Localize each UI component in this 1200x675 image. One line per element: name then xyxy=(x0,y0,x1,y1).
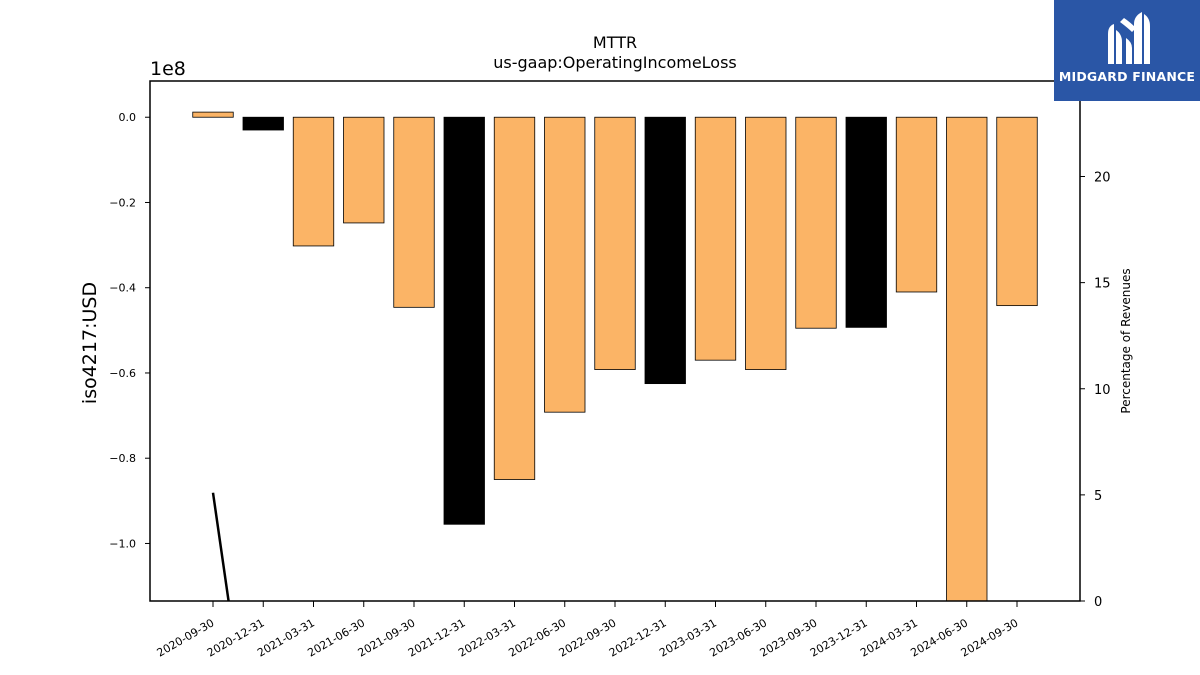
y-tick-label: −0.4 xyxy=(109,282,136,295)
bars-layer xyxy=(192,111,1038,601)
y-tick-label: −0.6 xyxy=(109,367,136,380)
bar-2021-09-30 xyxy=(393,116,435,308)
bar-2021-12-31 xyxy=(443,116,485,525)
y2-tick-label: 5 xyxy=(1094,489,1102,504)
y-tick-label: 0.0 xyxy=(119,111,137,124)
bar-2022-03-31 xyxy=(493,116,536,480)
percentage-line-layer xyxy=(211,492,230,601)
bar-2020-12-31 xyxy=(242,116,284,131)
y-axis-label: iso4217:USD xyxy=(79,282,101,404)
bar-2022-09-30 xyxy=(594,116,636,370)
y2-axis-label: Percentage of Revenues xyxy=(1119,268,1133,413)
chart-title: MTTR xyxy=(593,33,637,52)
chart-subtitle: us-gaap:OperatingIncomeLoss xyxy=(493,53,737,72)
bar-2021-06-30 xyxy=(343,116,385,224)
y2-tick-label: 15 xyxy=(1094,277,1111,292)
bar-2023-06-30 xyxy=(745,116,787,370)
bar-2023-03-31 xyxy=(694,116,737,361)
y-tick-label: −0.8 xyxy=(109,452,136,465)
bar-2023-09-30 xyxy=(795,116,837,329)
bar-2020-09-30 xyxy=(192,111,234,118)
y-offset-label: 1e8 xyxy=(150,58,186,80)
x-tick-label: 2024-09-30 xyxy=(959,616,1021,659)
left-y-axis: 0.0 −0.2 −0.4 −0.6 −0.8 −1.0 xyxy=(109,111,150,550)
bar-2024-03-31 xyxy=(895,116,938,293)
y2-tick-label: 0 xyxy=(1094,595,1102,610)
y-tick-label: −0.2 xyxy=(109,196,136,209)
midgard-logo-icon xyxy=(1108,12,1150,64)
bar-2024-06-30 xyxy=(946,116,988,601)
right-y-axis: 0 5 10 15 20 xyxy=(1080,171,1111,610)
bar-2023-12-31 xyxy=(845,116,887,328)
bar-2022-06-30 xyxy=(544,116,586,413)
brand-name: MIDGARD FINANCE xyxy=(1058,69,1196,84)
y2-tick-label: 20 xyxy=(1094,171,1111,186)
percentage-of-revenues-line xyxy=(211,492,230,601)
bar-2021-03-31 xyxy=(292,116,335,247)
bar-2024-09-30 xyxy=(996,116,1038,307)
bar-2022-12-31 xyxy=(644,116,686,385)
brand-logo: MIDGARD FINANCE xyxy=(1054,0,1200,101)
y-tick-label: −1.0 xyxy=(109,537,136,550)
y2-tick-label: 10 xyxy=(1094,383,1111,398)
x-axis: 2020-09-302020-12-312021-03-312021-06-30… xyxy=(155,601,1021,660)
